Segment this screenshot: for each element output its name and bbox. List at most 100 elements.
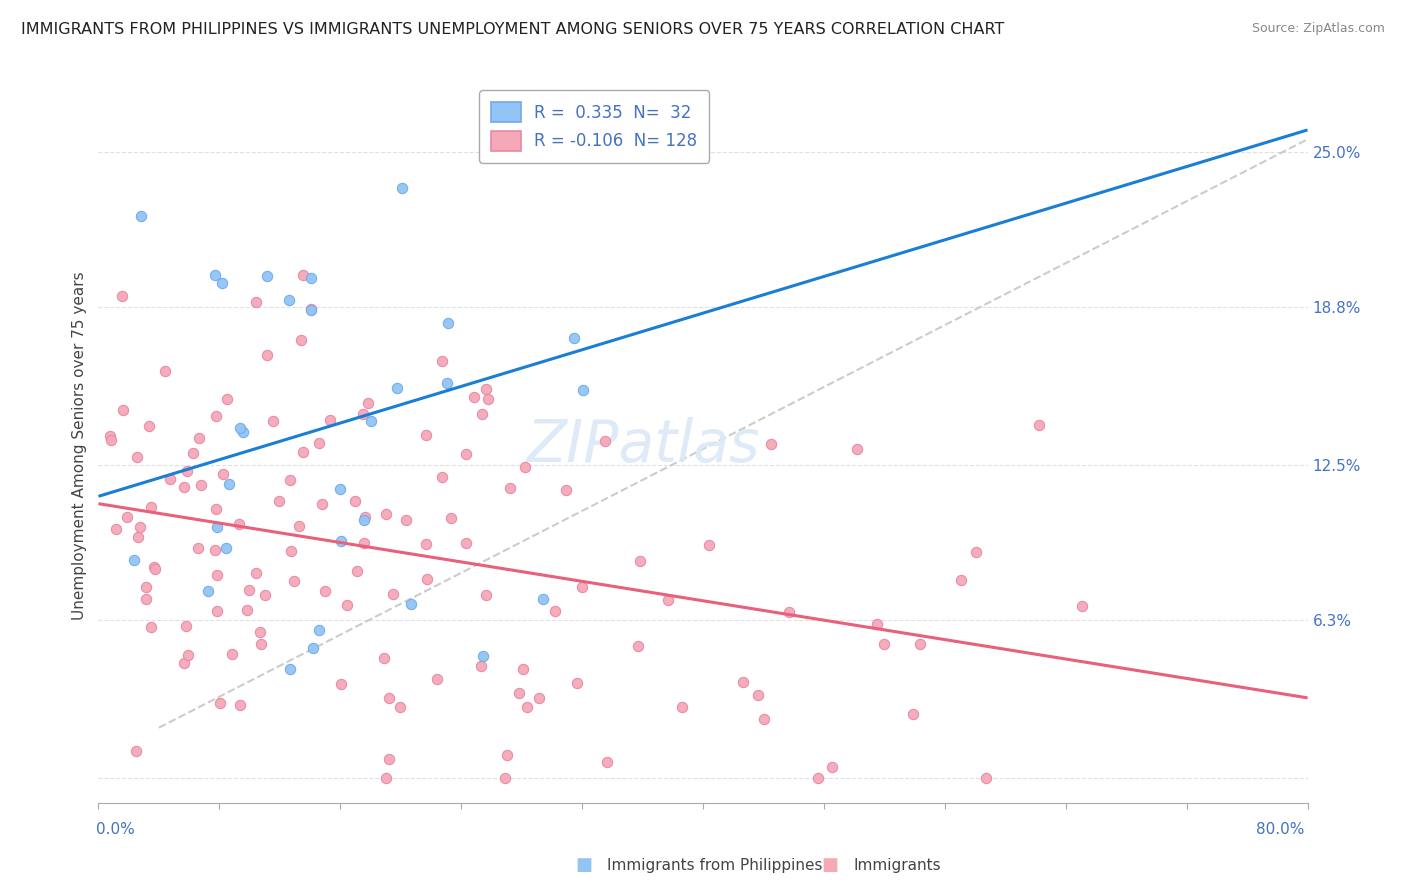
Point [330,534,353,549]
Point [415,572,437,586]
Point [873,637,896,651]
Point [430,353,453,368]
Point [290,333,312,347]
Point [308,624,330,638]
Point [477,392,499,406]
Point [319,413,342,427]
Point [382,587,405,601]
Text: IMMIGRANTS FROM PHILIPPINES VS IMMIGRANTS UNEMPLOYMENT AMONG SENIORS OVER 75 YEA: IMMIGRANTS FROM PHILIPPINES VS IMMIGRANT… [21,22,1004,37]
Point [125,744,148,758]
Point [628,554,651,568]
Point [754,712,776,726]
Point [596,755,619,769]
Point [564,331,586,345]
Point [205,568,228,582]
Point [496,747,519,762]
Text: Immigrants from Philippines: Immigrants from Philippines [607,858,823,872]
Point [215,541,238,555]
Point [228,517,250,532]
Point [221,647,243,661]
Point [205,604,228,618]
Point [288,519,311,533]
Point [249,625,271,640]
Point [217,392,239,406]
Point [204,543,226,558]
Point [415,428,437,442]
Point [360,414,382,428]
Point [974,771,997,785]
Point [125,450,148,464]
Point [515,700,537,714]
Point [353,536,375,550]
Point [415,536,437,550]
Point [135,591,157,606]
Point [471,648,494,663]
Point [181,446,204,460]
Point [105,522,128,536]
Point [494,771,516,785]
Point [475,588,498,602]
Point [903,707,925,722]
Point [173,657,195,671]
Point [236,603,259,617]
Point [204,268,226,282]
Point [228,698,250,712]
Point [278,662,301,676]
Point [807,771,830,785]
Point [302,640,325,655]
Point [565,675,588,690]
Point [314,584,336,599]
Point [377,752,399,766]
Point [187,541,209,556]
Point [665,20,688,34]
Point [292,268,315,283]
Point [965,545,987,559]
Point [531,591,554,606]
Point [378,691,401,706]
Point [211,276,233,290]
Text: 0.0%: 0.0% [96,822,135,837]
Point [218,477,240,491]
Point [671,700,693,714]
Point [387,381,409,395]
Point [205,409,228,424]
Point [139,620,162,634]
Point [141,500,163,515]
Point [299,271,322,285]
Point [374,771,396,785]
Point [697,538,720,552]
Point [456,447,478,461]
Text: Immigrants: Immigrants [853,858,941,872]
Point [177,648,200,662]
Point [129,210,152,224]
Point [262,414,284,428]
Point [128,520,150,534]
Point [292,445,315,459]
Point [463,390,485,404]
Point [731,674,754,689]
Point [426,672,449,686]
Point [329,482,352,496]
Point [475,382,498,396]
Text: Source: ZipAtlas.com: Source: ZipAtlas.com [1251,22,1385,36]
Point [555,483,578,497]
Point [471,408,494,422]
Point [949,573,972,587]
Point [127,530,149,544]
Point [205,519,228,533]
Point [527,691,550,706]
Point [267,494,290,508]
Point [544,604,567,618]
Point [499,481,522,495]
Point [329,677,352,691]
Point [187,431,209,445]
Point [142,560,165,574]
Point [571,580,593,594]
Y-axis label: Unemployment Among Seniors over 75 years: Unemployment Among Seniors over 75 years [72,272,87,620]
Point [353,513,375,527]
Point [174,619,197,633]
Point [373,650,395,665]
Point [311,497,333,511]
Point [100,434,122,448]
Point [391,181,413,195]
